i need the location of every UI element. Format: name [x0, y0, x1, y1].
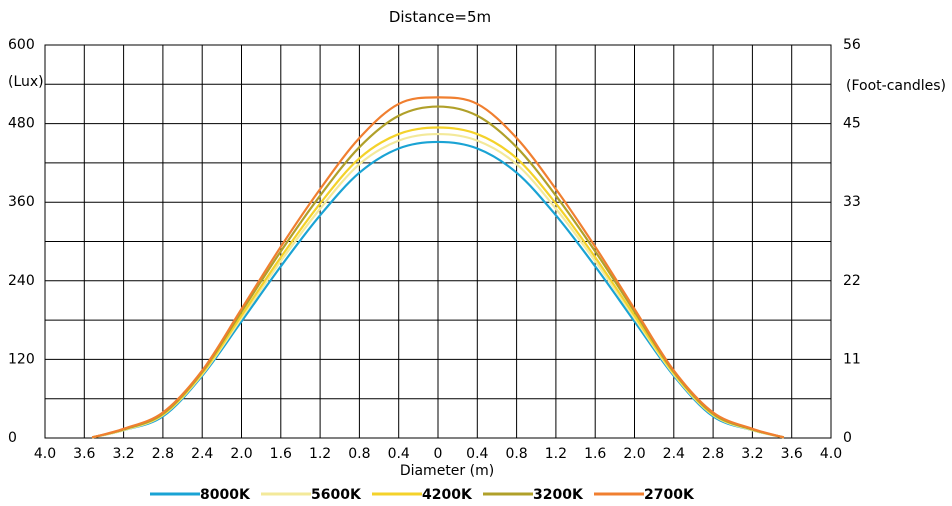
y-right-tick-label: 0 [843, 430, 852, 446]
x-tick-label: 2.4 [663, 446, 685, 462]
x-tick-label: 2.8 [152, 446, 174, 462]
y-right-tick-label: 56 [843, 37, 861, 53]
y-left-tick-label: 240 [8, 273, 35, 289]
x-tick-label: 0.8 [348, 446, 370, 462]
y-right-tick-label: 45 [843, 116, 861, 132]
x-tick-label: 3.2 [741, 446, 763, 462]
x-tick-label: 2.0 [623, 446, 645, 462]
x-tick-label: 2.8 [702, 446, 724, 462]
x-tick-label: 3.6 [73, 446, 95, 462]
y-left-tick-label: 0 [8, 430, 17, 446]
x-tick-label: 0.8 [505, 446, 527, 462]
legend-label: 5600K [311, 487, 362, 503]
x-tick-labels: 4.0 3.6 3.2 2.8 2.4 2.0 1.6 1.2 0.8 0.4 0 0.4 0.8 1.2… [34, 446, 842, 462]
curves [91, 96, 785, 439]
x-tick-label: 4.0 [34, 446, 56, 462]
x-tick-label: 0.4 [388, 446, 410, 462]
legend: 8000K 5600K 4200K 3200K 2700K [150, 487, 695, 503]
y-left-tick-labels: 0 120 240 360 480 600 [8, 37, 35, 446]
y-left-tick-label: 480 [8, 116, 35, 132]
x-tick-label: 2.4 [191, 446, 213, 462]
legend-label: 8000K [200, 487, 251, 503]
grid [44, 44, 832, 439]
legend-label: 3200K [533, 487, 584, 503]
x-tick-label: 0.4 [466, 446, 488, 462]
x-tick-label: 1.2 [309, 446, 331, 462]
y-right-tick-label: 11 [843, 351, 861, 367]
series-line-2700k [91, 96, 785, 439]
y-right-axis-label: (Foot-candles) [846, 78, 946, 94]
x-axis-label: Diameter (m) [400, 463, 494, 479]
y-left-tick-label: 360 [8, 194, 35, 210]
x-tick-label: 3.6 [781, 446, 803, 462]
y-left-tick-label: 600 [8, 37, 35, 53]
x-tick-label: 0 [434, 446, 443, 462]
legend-label: 4200K [422, 487, 473, 503]
y-right-tick-label: 22 [843, 273, 861, 289]
legend-label: 2700K [644, 487, 695, 503]
y-right-tick-label: 33 [843, 194, 861, 210]
y-left-axis-label: (Lux) [8, 74, 44, 90]
y-left-tick-label: 120 [8, 351, 35, 367]
plot-frame [44, 44, 832, 439]
x-tick-label: 2.0 [230, 446, 252, 462]
chart-title: Distance=5m [389, 8, 491, 26]
x-tick-label: 1.6 [270, 446, 292, 462]
x-tick-label: 4.0 [820, 446, 842, 462]
x-tick-label: 1.6 [584, 446, 606, 462]
x-tick-label: 1.2 [545, 446, 567, 462]
y-right-tick-labels: 0 11 22 33 45 56 [843, 37, 861, 446]
x-tick-label: 3.2 [112, 446, 134, 462]
